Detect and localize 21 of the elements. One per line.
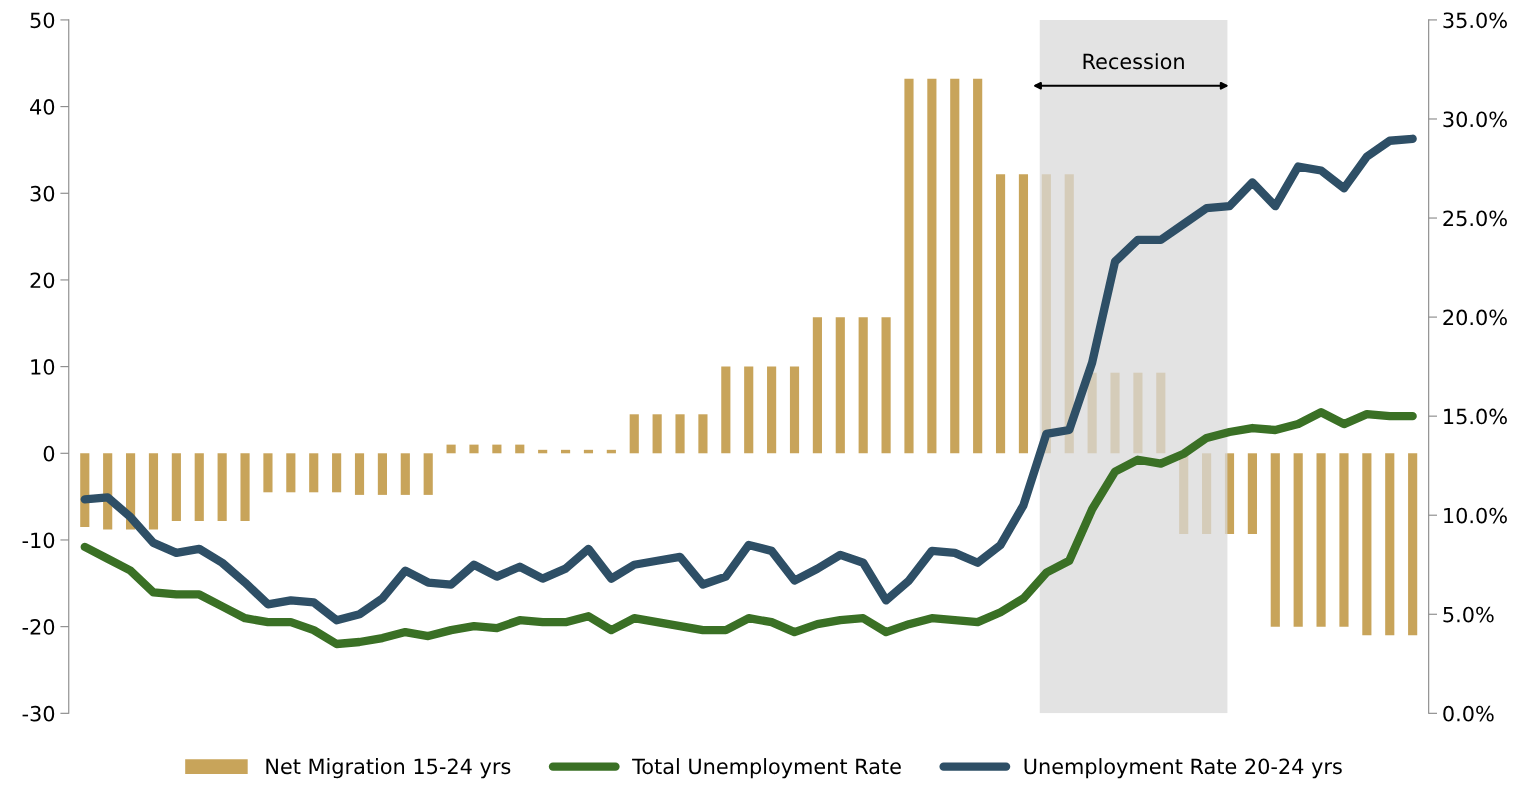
y-tick-label: 40 [30, 99, 55, 115]
y2-tick-label: 20.0% [1443, 309, 1507, 326]
y-tick-label: 20 [30, 272, 55, 289]
y2-tick-label: 10.0% [1444, 507, 1507, 524]
y-tick-label: 50 [30, 12, 55, 29]
y2-tick-label: 5.0% [1443, 606, 1494, 623]
annotation: Recession [1083, 53, 1184, 70]
legend-label: Net Migration 15-24 yrs [266, 758, 511, 779]
y-tick-label: 10 [31, 359, 55, 375]
y-tick-label: 30 [30, 185, 55, 202]
y2-tick-label: 30.0% [1443, 111, 1507, 128]
y-tick-label: -10 [22, 532, 55, 549]
y2-tick-label: 25.0% [1443, 210, 1507, 227]
y2-tick-label: 15.0% [1444, 408, 1507, 425]
legend-label: Unemployment Rate 20-24 yrs [1024, 758, 1342, 779]
y2-tick-label: 0.0% [1443, 705, 1494, 722]
y-tick-label: -20 [22, 619, 55, 635]
legend-label: Total Unemployment Rate [632, 758, 901, 779]
y2-tick-label: 35.0% [1443, 12, 1507, 29]
y-tick-label: -30 [22, 705, 55, 722]
y-tick-label: 0 [43, 445, 55, 462]
